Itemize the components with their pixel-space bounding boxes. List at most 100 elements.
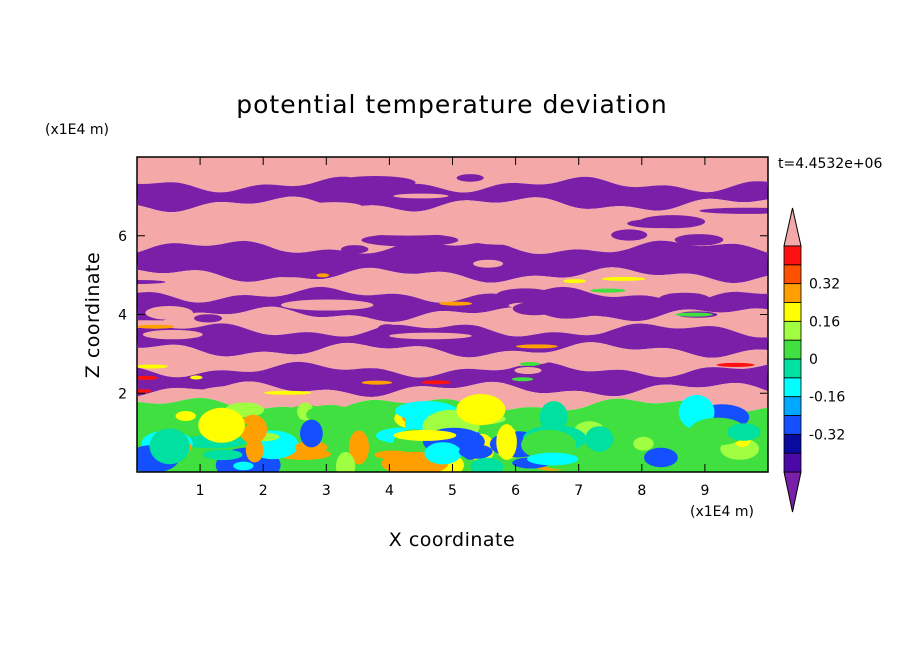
colorbar-swatch	[783, 433, 802, 454]
contour-blob	[190, 375, 203, 380]
contour-blob	[137, 364, 168, 369]
contour-blob	[172, 356, 205, 364]
contour-blob	[137, 324, 175, 329]
contour-blob	[675, 312, 713, 317]
colorbar-swatch	[783, 320, 802, 341]
x-tick-label: 4	[385, 483, 394, 499]
contour-blob	[393, 429, 457, 441]
y-axis-ticks: 2 4 6	[118, 229, 768, 402]
contour-blob	[477, 239, 537, 245]
contour-blob	[137, 280, 166, 284]
contour-blob	[689, 417, 747, 446]
x-tick-label: 7	[574, 483, 583, 499]
contour-blob	[619, 250, 683, 256]
contour-blob	[659, 292, 710, 305]
contour-blob	[421, 380, 452, 385]
contour-blob	[335, 176, 416, 190]
contour-blob	[633, 436, 654, 451]
contour-blob	[699, 207, 768, 214]
contour-blob	[137, 389, 152, 394]
contour-blob	[336, 452, 356, 472]
colorbar-swatch	[783, 245, 802, 266]
contour-blob	[623, 456, 649, 464]
contour-blob	[512, 301, 557, 316]
colorbar-extend-top	[783, 207, 802, 247]
contour-blob	[590, 288, 626, 293]
x-tick-label: 2	[259, 483, 268, 499]
colorbar-swatch	[783, 302, 802, 322]
y-axis-label: Z coordinate	[82, 252, 104, 378]
contour-blob	[389, 332, 472, 340]
contour-blob	[203, 449, 243, 461]
contour-blob	[316, 273, 330, 278]
contour-blob	[519, 362, 541, 366]
colorbar-swatch	[783, 339, 802, 360]
colorbar-tick-label: 0.32	[809, 277, 840, 293]
contour-blob	[161, 287, 243, 293]
contour-blob	[361, 233, 459, 247]
contour-blob	[233, 461, 254, 471]
contour-blob	[367, 230, 449, 236]
contour-layer	[137, 157, 768, 193]
colorbar-swatch	[783, 377, 802, 397]
contour-blob	[306, 405, 354, 424]
colorbar-swatch	[783, 396, 802, 416]
contour-blob	[305, 202, 363, 212]
x-tick-label: 5	[448, 483, 457, 499]
time-label: t=4.4532e+06	[778, 156, 882, 172]
contour-blob	[264, 390, 312, 395]
contour-blob	[198, 407, 245, 443]
contour-blob	[341, 245, 369, 254]
contour-layer	[137, 361, 768, 397]
contour-blob	[361, 380, 393, 385]
contour-layer	[137, 342, 768, 378]
contour-blob	[644, 447, 678, 468]
colorbar-tick-label: -0.32	[809, 427, 845, 443]
contour-layer	[137, 381, 768, 412]
contour-blob	[145, 306, 194, 320]
colorbar-extend-bottom	[783, 471, 802, 513]
x-tick-label: 3	[322, 483, 331, 499]
contour-blob	[300, 419, 323, 448]
contour-blobs	[137, 174, 768, 472]
colorbar: 0.32 0.16 0 -0.16 -0.32	[783, 207, 845, 513]
x-axis-label: X coordinate	[389, 529, 515, 551]
contour-blob	[194, 314, 223, 323]
contour-blob	[405, 261, 428, 274]
contour-blob	[514, 367, 542, 374]
contour-layer	[137, 176, 768, 213]
contour-blob	[496, 424, 517, 460]
colorbar-swatch	[783, 452, 802, 473]
contour-blob	[470, 457, 504, 472]
x-tick-label: 1	[196, 483, 205, 499]
contour-blob	[563, 279, 587, 284]
contour-layer	[137, 306, 768, 338]
contour-blob	[281, 299, 374, 311]
contour-blob	[142, 329, 203, 340]
contour-layer	[137, 196, 768, 255]
x-tick-label: 9	[700, 483, 709, 499]
x-tick-label: 6	[511, 483, 520, 499]
colorbar-swatch	[783, 415, 802, 435]
contour-blob	[238, 414, 268, 444]
y-tick-label: 4	[118, 308, 127, 324]
y-axis-unit: (x1E4 m)	[45, 122, 109, 138]
contour-blob	[257, 271, 323, 278]
contour-blob	[511, 377, 534, 382]
x-axis-unit: (x1E4 m)	[690, 504, 754, 520]
contour-blob	[521, 429, 577, 460]
contour-blob	[456, 174, 484, 182]
contour-blob	[716, 362, 755, 367]
contour-blob	[527, 452, 579, 466]
contour-blob	[727, 423, 761, 441]
contour-blob	[377, 324, 398, 333]
plot-area	[137, 157, 768, 472]
colorbar-swatch	[783, 358, 802, 379]
contour-blob	[583, 315, 606, 325]
contour-blob	[496, 288, 554, 302]
contour-blob	[439, 301, 473, 306]
contour-blob	[458, 444, 493, 459]
contour-blob	[399, 354, 459, 361]
contour-blob	[177, 276, 232, 283]
